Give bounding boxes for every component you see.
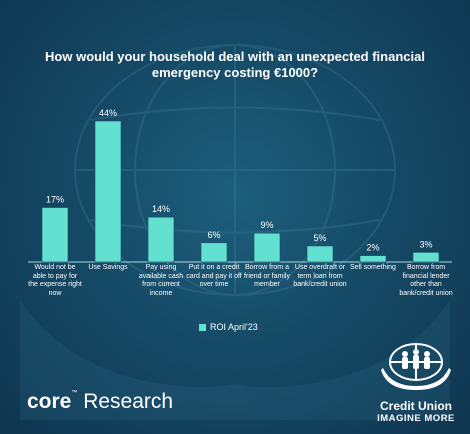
brand-tm: ™: [71, 390, 78, 396]
data-label-6: 5%: [313, 233, 326, 243]
data-label-7: 2%: [366, 243, 379, 253]
data-label-4: 6%: [207, 230, 220, 240]
category-label-4: Put it on a credit card and pay it off o…: [186, 264, 242, 288]
credit-union-emblem-icon: [381, 343, 451, 390]
data-label-2: 44%: [99, 108, 117, 118]
data-label-5: 9%: [260, 220, 273, 230]
brand-research: Research: [83, 390, 174, 413]
legend: ROI April'23: [199, 322, 258, 332]
bar-1: [41, 207, 69, 263]
core-research-logo: core™ Research: [27, 390, 173, 414]
category-label-8: Borrow from financial lender other than …: [399, 264, 453, 297]
bar-8: [412, 252, 440, 263]
bar-2: [94, 120, 122, 263]
credit-union-logo: Credit Union IMAGINE MORE: [364, 340, 468, 424]
category-label-5: Borrow from a friend or family member: [244, 264, 290, 288]
category-label-2: Use Savings: [88, 264, 128, 271]
legend-swatch: [199, 323, 206, 331]
data-label-8: 3%: [419, 239, 432, 249]
category-label-3: Pay using available cash from current in…: [138, 264, 184, 297]
bar-5: [253, 232, 281, 263]
bar-4: [200, 242, 228, 263]
bar-7: [359, 255, 387, 263]
brand-name: Credit Union: [380, 399, 452, 413]
category-label-1: Would not be able to pay for the expense…: [28, 264, 82, 297]
category-label-7: Sell something: [350, 264, 396, 271]
data-label-3: 14%: [152, 204, 170, 214]
data-label-1: 17%: [46, 195, 64, 205]
category-label-6: Use overdraft or term loan from bank/cre…: [293, 264, 347, 288]
chart-title: How would your household deal with an un…: [45, 49, 425, 80]
brand-core: core: [27, 390, 72, 413]
bar-6: [306, 245, 334, 263]
brand-tagline: IMAGINE MORE: [377, 413, 455, 424]
bar-3: [147, 216, 175, 263]
legend-label: ROI April'23: [210, 322, 258, 332]
